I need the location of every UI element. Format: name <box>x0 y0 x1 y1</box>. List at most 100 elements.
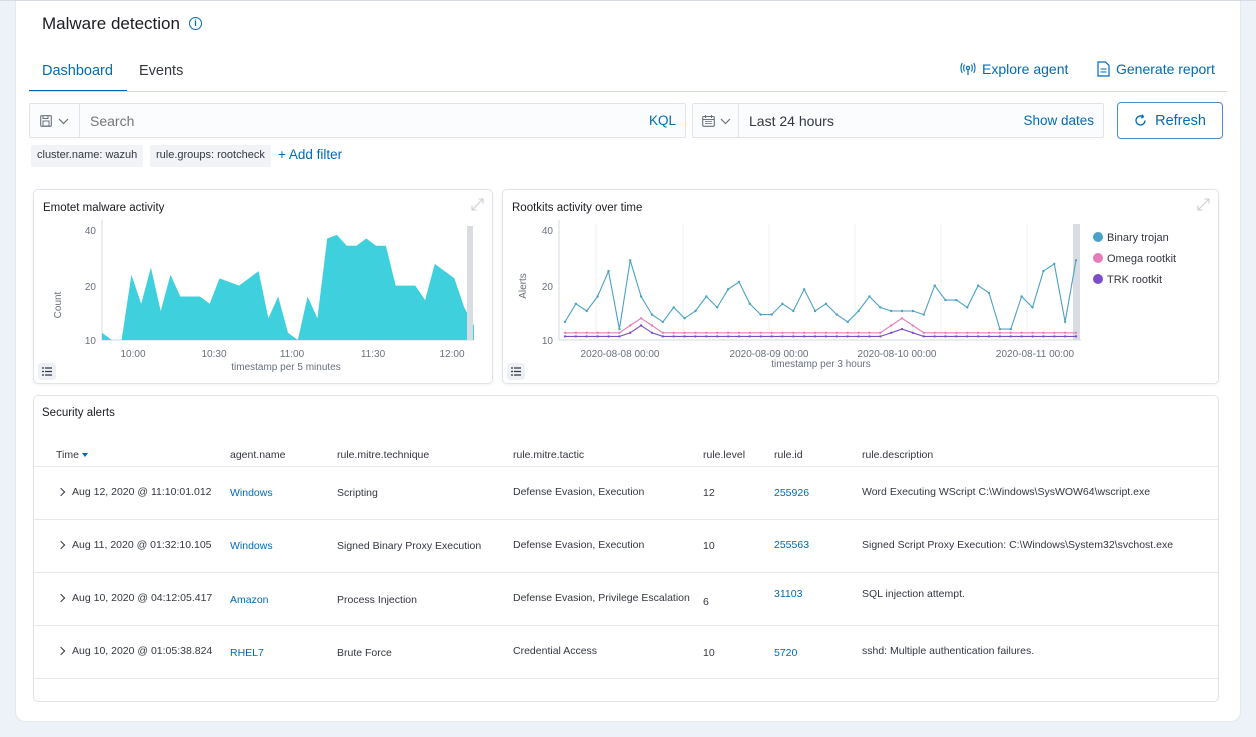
cell-agent-link[interactable]: Windows <box>230 540 273 552</box>
emotet-xlabel: timestamp per 5 minutes <box>231 362 341 373</box>
rootkits-data-point <box>748 331 751 334</box>
cell-description: Word Executing WScript C:\Windows\SysWOW… <box>862 486 1151 498</box>
rootkits-data-point <box>1053 262 1056 266</box>
cell-agent-link[interactable]: RHEL7 <box>230 647 264 659</box>
expand-icon[interactable] <box>471 198 484 211</box>
table-row[interactable]: Aug 12, 2020 @ 11:10:01.012 Windows Scri… <box>34 466 1218 519</box>
info-icon[interactable]: i <box>189 17 202 30</box>
rootkits-data-point <box>1020 335 1023 338</box>
show-dates-button[interactable]: Show dates <box>1023 113 1094 128</box>
filter-pill-rule-groups[interactable]: rule.groups: rootcheck <box>150 145 271 167</box>
legend-toggle-button[interactable] <box>507 363 525 380</box>
list-icon <box>511 367 521 376</box>
legend-toggle-button[interactable] <box>38 363 56 380</box>
rootkits-data-point <box>976 284 980 287</box>
page-title: Malware detection <box>42 14 180 33</box>
rootkits-data-point <box>639 295 643 298</box>
table-row[interactable]: Aug 11, 2020 @ 01:32:10.105 Windows Sign… <box>34 519 1218 572</box>
cell-rule-id-link[interactable]: 31103 <box>774 588 803 600</box>
expand-icon[interactable] <box>1197 198 1210 211</box>
saved-query-menu[interactable] <box>30 104 80 137</box>
rootkits-data-point <box>813 331 817 334</box>
emotet-xtick: 10:00 <box>120 349 145 360</box>
tabs-divider <box>29 91 1227 92</box>
rootkits-data-point <box>661 335 665 338</box>
rootkits-data-point <box>770 313 773 316</box>
rootkits-data-point <box>639 324 643 327</box>
rootkits-data-point <box>596 331 599 334</box>
explore-agent-button[interactable]: Explore agent <box>960 61 1068 77</box>
rootkits-data-point <box>857 335 860 338</box>
rootkits-data-point <box>661 320 665 324</box>
legend-dot-trk-rootkit <box>1093 274 1103 284</box>
rootkits-data-point <box>998 327 1002 331</box>
rootkits-data-point <box>574 302 578 305</box>
cell-rule-id-link[interactable]: 255926 <box>774 487 810 499</box>
rootkits-data-point <box>890 309 893 313</box>
rootkits-data-point <box>1020 295 1023 298</box>
rootkits-data-point <box>618 327 621 331</box>
rootkits-data-point <box>846 335 849 338</box>
refresh-icon <box>1135 114 1146 126</box>
rootkits-data-point <box>672 306 675 309</box>
legend-trk-rootkit[interactable]: TRK rootkit <box>1107 274 1162 286</box>
rootkits-data-point <box>1042 335 1045 338</box>
cell-description: sshd: Multiple authentication failures. <box>862 645 1035 657</box>
column-header-agent-name[interactable]: agent.name <box>230 449 286 461</box>
cell-agent-link[interactable]: Windows <box>230 487 273 499</box>
search-input[interactable] <box>90 113 590 129</box>
expand-row-icon[interactable] <box>56 540 66 550</box>
cell-rule-id-link[interactable]: 255563 <box>774 539 810 551</box>
generate-report-label: Generate report <box>1116 61 1215 77</box>
rootkits-data-point <box>726 335 730 338</box>
rootkits-data-point <box>683 331 686 334</box>
refresh-button[interactable]: Refresh <box>1117 102 1223 139</box>
column-header-rule-level[interactable]: rule.level <box>703 449 746 461</box>
rootkits-data-point <box>1009 331 1012 334</box>
filter-pill-cluster[interactable]: cluster.name: wazuh <box>31 145 144 167</box>
legend-binary-trojan[interactable]: Binary trojan <box>1107 232 1169 244</box>
rootkits-data-point <box>987 291 991 295</box>
kql-toggle[interactable]: KQL <box>648 113 676 128</box>
rootkits-data-point <box>900 317 904 320</box>
rootkits-data-point <box>966 331 969 334</box>
cell-rule-id-link[interactable]: 5720 <box>774 647 798 659</box>
rootkits-data-point <box>976 331 980 334</box>
tab-dashboard[interactable]: Dashboard <box>42 63 113 79</box>
date-picker: Last 24 hours Show dates <box>692 103 1104 138</box>
cell-technique: Scripting <box>337 487 378 499</box>
rootkits-data-point <box>737 280 741 284</box>
column-header-description[interactable]: rule.description <box>862 449 934 461</box>
rootkits-data-point <box>661 331 665 334</box>
rootkits-scroll-handle[interactable] <box>1073 224 1080 340</box>
chevron-down-icon <box>58 118 69 125</box>
tab-events[interactable]: Events <box>139 63 184 79</box>
generate-report-button[interactable]: Generate report <box>1097 61 1215 77</box>
add-filter-button[interactable]: + Add filter <box>278 147 343 162</box>
column-header-rule-id[interactable]: rule.id <box>774 449 803 461</box>
column-header-tactic[interactable]: rule.mitre.tactic <box>513 449 585 461</box>
rootkits-data-point <box>716 335 719 338</box>
table-row[interactable]: Aug 10, 2020 @ 01:05:38.824 RHEL7 Brute … <box>34 625 1218 678</box>
emotet-scroll-handle[interactable] <box>467 226 473 340</box>
expand-row-icon[interactable] <box>56 646 66 656</box>
rootkits-chart-title: Rootkits activity over time <box>512 202 643 214</box>
date-range-text[interactable]: Last 24 hours <box>749 113 834 129</box>
rootkits-data-point <box>933 335 936 338</box>
rootkits-data-point <box>629 324 632 327</box>
expand-row-icon[interactable] <box>56 487 66 497</box>
legend-omega-rootkit[interactable]: Omega rootkit <box>1107 253 1176 265</box>
expand-row-icon[interactable] <box>56 593 66 603</box>
rootkits-data-point <box>857 331 860 334</box>
quick-date-menu[interactable] <box>693 104 739 137</box>
cell-agent-link[interactable]: Amazon <box>230 594 269 606</box>
column-header-technique[interactable]: rule.mitre.technique <box>337 449 430 461</box>
rootkits-data-point <box>705 335 708 338</box>
rootkits-data-point <box>585 331 588 334</box>
rootkits-data-point <box>857 309 860 313</box>
rootkits-data-point <box>955 331 958 334</box>
table-row[interactable]: Aug 10, 2020 @ 04:12:05.417 Amazon Proce… <box>34 572 1218 625</box>
rootkits-data-point <box>879 335 882 338</box>
rootkits-data-point <box>607 335 610 338</box>
column-header-time[interactable]: Time <box>56 449 88 461</box>
